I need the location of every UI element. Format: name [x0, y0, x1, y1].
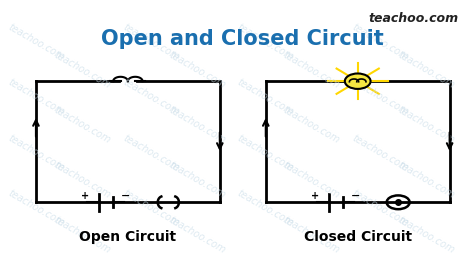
Text: teachoo.com: teachoo.com — [282, 50, 342, 90]
Text: teachoo.com: teachoo.com — [167, 50, 227, 90]
Text: teachoo.com: teachoo.com — [236, 188, 296, 228]
Text: teachoo.com: teachoo.com — [52, 50, 112, 90]
Text: teachoo.com: teachoo.com — [351, 23, 410, 63]
Text: teachoo.com: teachoo.com — [6, 133, 66, 173]
Text: teachoo.com: teachoo.com — [52, 105, 112, 145]
Text: teachoo.com: teachoo.com — [6, 23, 66, 63]
Text: teachoo.com: teachoo.com — [167, 105, 227, 145]
Text: −: − — [121, 191, 130, 201]
Text: teachoo.com: teachoo.com — [282, 215, 342, 255]
Text: teachoo.com: teachoo.com — [351, 133, 410, 173]
Text: teachoo.com: teachoo.com — [236, 133, 296, 173]
Text: Closed Circuit: Closed Circuit — [304, 230, 412, 244]
Text: teachoo.com: teachoo.com — [397, 105, 456, 145]
Text: teachoo.com: teachoo.com — [6, 78, 66, 118]
Text: teachoo.com: teachoo.com — [351, 188, 410, 228]
Text: teachoo.com: teachoo.com — [167, 215, 227, 255]
Text: +: + — [81, 191, 89, 201]
Text: teachoo.com: teachoo.com — [6, 188, 66, 228]
Text: teachoo.com: teachoo.com — [236, 78, 296, 118]
Text: teachoo.com: teachoo.com — [282, 105, 342, 145]
Text: teachoo.com: teachoo.com — [236, 23, 296, 63]
Text: teachoo.com: teachoo.com — [52, 160, 112, 200]
Text: teachoo.com: teachoo.com — [397, 160, 456, 200]
Text: teachoo.com: teachoo.com — [121, 188, 181, 228]
Text: teachoo.com: teachoo.com — [282, 160, 342, 200]
Text: Open and Closed Circuit: Open and Closed Circuit — [101, 29, 384, 49]
Text: teachoo.com: teachoo.com — [351, 78, 410, 118]
Text: teachoo.com: teachoo.com — [52, 215, 112, 255]
Text: teachoo.com: teachoo.com — [167, 160, 227, 200]
Text: +: + — [311, 191, 319, 201]
Text: teachoo.com: teachoo.com — [121, 78, 181, 118]
Text: −: − — [351, 191, 360, 201]
Circle shape — [345, 73, 371, 89]
Text: teachoo.com: teachoo.com — [121, 133, 181, 173]
Text: teachoo.com: teachoo.com — [397, 50, 456, 90]
Text: teachoo.com: teachoo.com — [121, 23, 181, 63]
Text: teachoo.com: teachoo.com — [397, 215, 456, 255]
Text: Open Circuit: Open Circuit — [79, 230, 176, 244]
Text: teachoo.com: teachoo.com — [369, 13, 459, 25]
